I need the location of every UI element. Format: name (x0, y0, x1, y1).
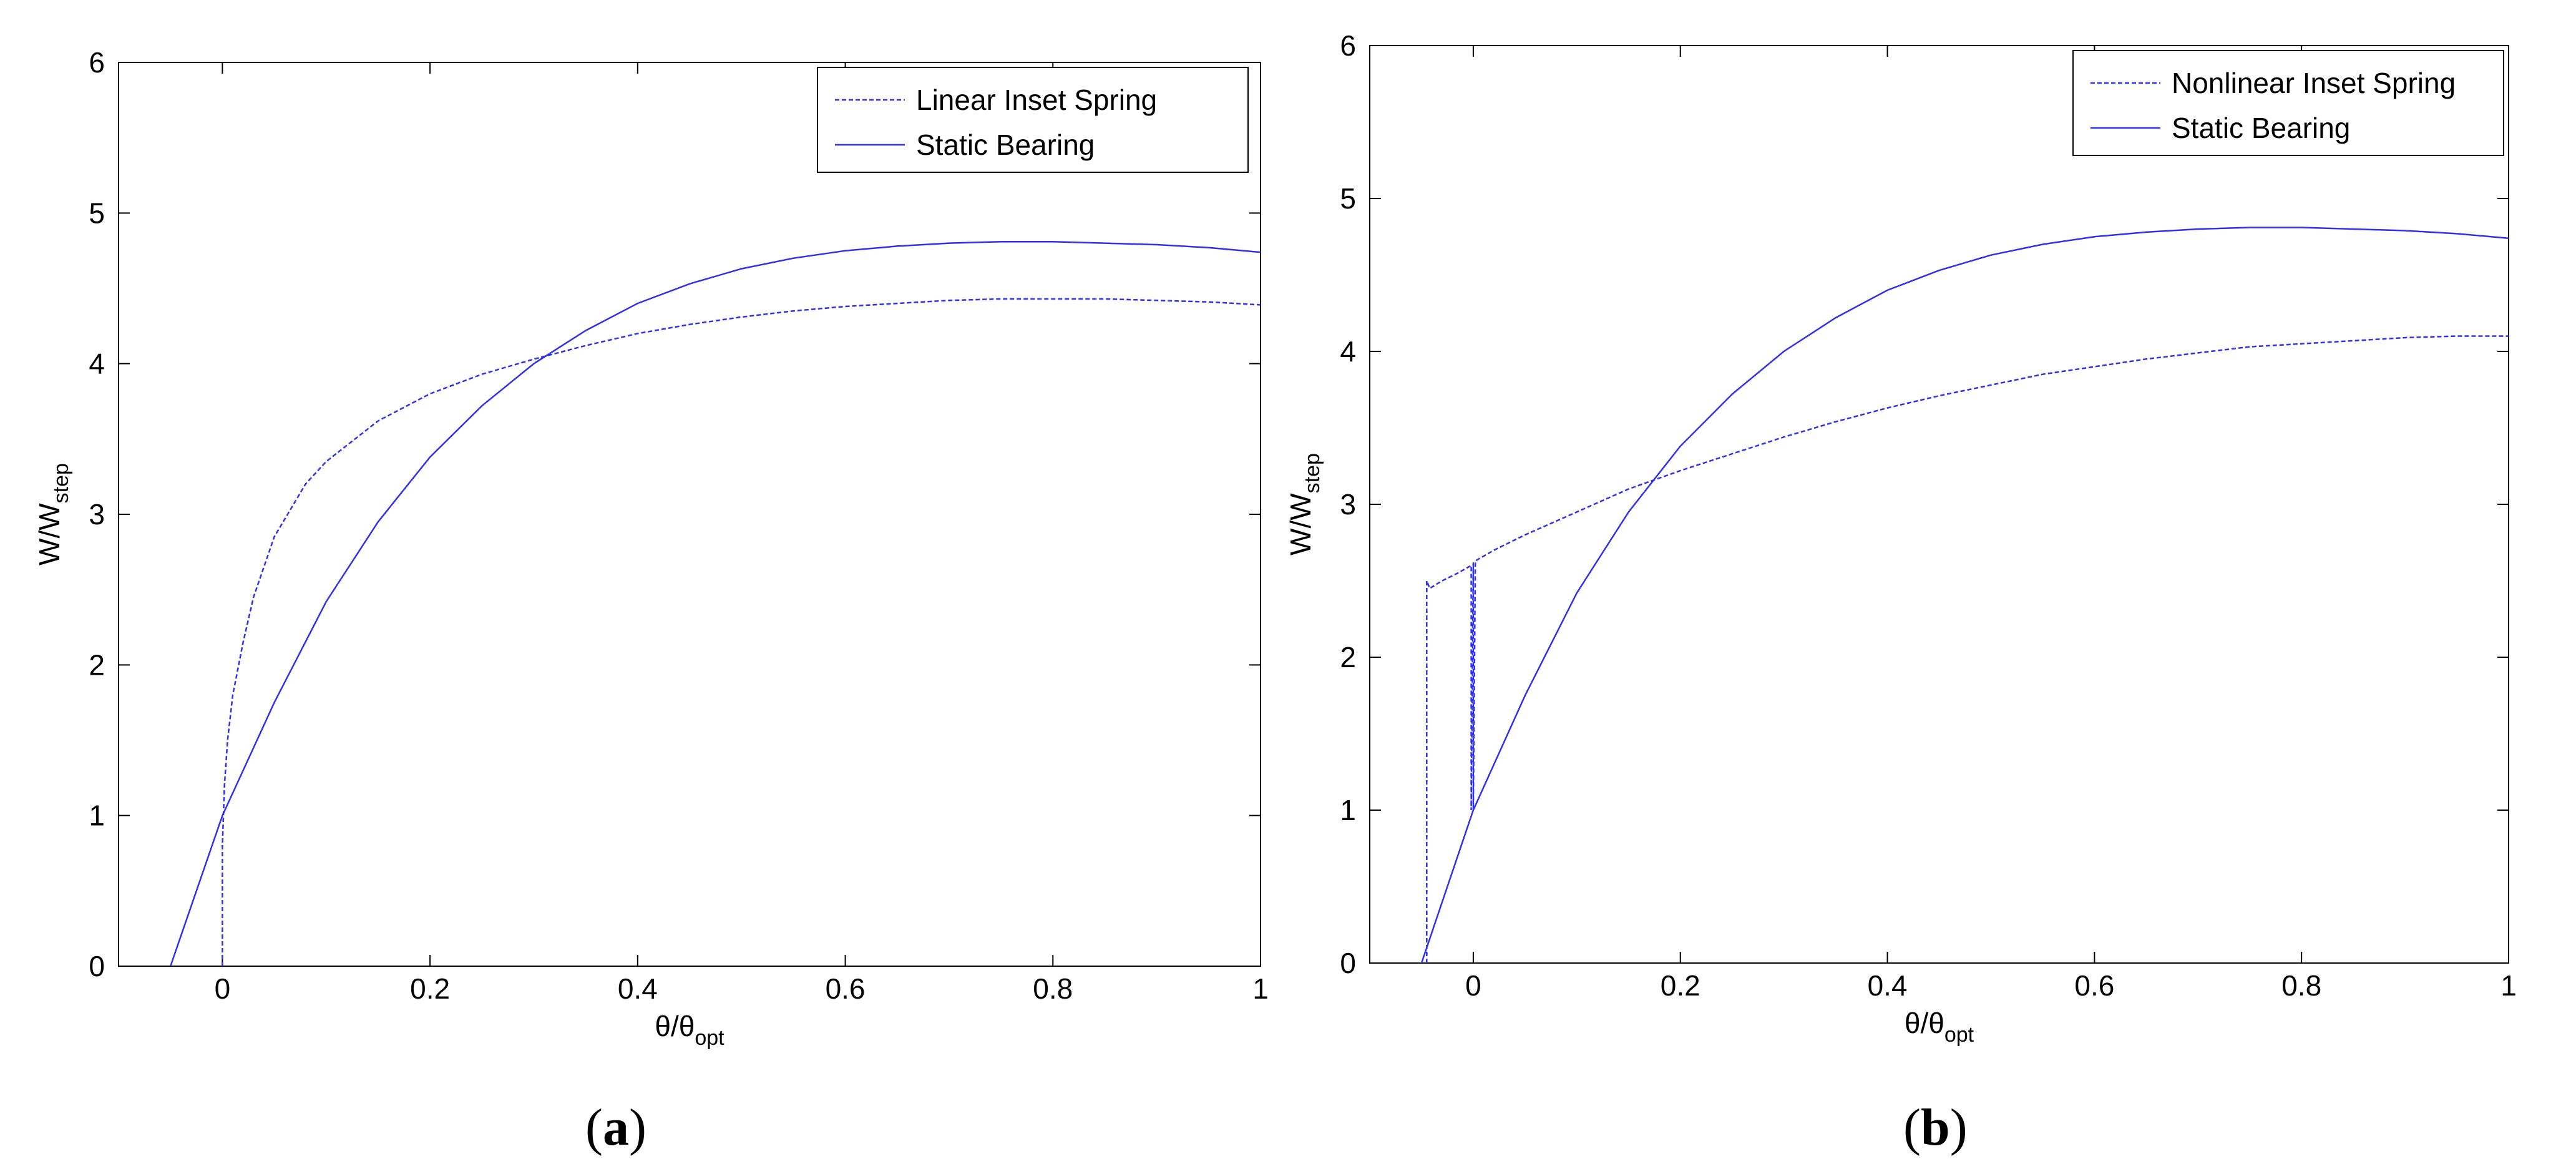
x-axis-label-subscript: opt (695, 1026, 724, 1050)
chart-a-svg: 0 0.2 0.4 0.6 0.8 1 0 1 2 3 4 5 6 θ/θopt W/Wstep Linear… (33, 46, 1269, 1050)
x-tick-label: 0.2 (410, 972, 450, 1005)
y-tick-label: 6 (1340, 29, 1356, 62)
x-tick-label: 1 (2500, 969, 2517, 1002)
y-tick-label: 5 (89, 197, 105, 229)
plot-area (118, 62, 1261, 967)
y-axis-label: W/Wstep (33, 463, 73, 565)
legend-entry: Nonlinear Inset Spring (2172, 67, 2456, 99)
y-tick-label: 1 (1340, 794, 1356, 826)
x-axis-label: θ/θopt (1905, 1007, 1974, 1047)
y-tick-label: 3 (89, 498, 105, 531)
chart-panel-a: 0 0.2 0.4 0.6 0.8 1 0 1 2 3 4 5 6 θ/θopt W/Wstep Linear… (0, 0, 1288, 1086)
x-tick-label: 0.8 (2281, 969, 2321, 1002)
x-tick-label: 0.6 (2074, 969, 2114, 1002)
y-tick-label: 0 (1340, 947, 1356, 979)
x-tick-label: 0.4 (1868, 969, 1908, 1002)
y-axis-label: W/Wstep (1284, 453, 1324, 555)
caption-a-letter: a (602, 1098, 629, 1157)
series-line-dashed (1426, 335, 2509, 963)
y-tick-label: 6 (89, 46, 105, 79)
x-axis-label-subscript: opt (1944, 1023, 1974, 1047)
x-tick-label: 1 (1252, 972, 1269, 1005)
y-tick-label: 3 (1340, 488, 1356, 521)
legend-entry: Static Bearing (2172, 112, 2350, 144)
y-tick-label: 2 (89, 648, 105, 681)
y-tick-label: 0 (89, 950, 105, 982)
plot-area (1369, 45, 2509, 964)
chart-panel-b: 0 0.2 0.4 0.6 0.8 1 0 1 2 3 4 5 6 θ/θopt W/Wstep Nonlin… (1284, 0, 2576, 1086)
y-tick-label: 2 (1340, 641, 1356, 673)
chart-b-svg: 0 0.2 0.4 0.6 0.8 1 0 1 2 3 4 5 6 θ/θopt W/Wstep Nonlin… (1284, 29, 2517, 1047)
x-tick-label: 0 (215, 972, 231, 1005)
y-tick-label: 4 (89, 348, 105, 380)
x-tick-label: 0.4 (618, 972, 658, 1005)
series-line-dashed (222, 298, 1261, 966)
series-line-solid (170, 240, 1261, 966)
legend-box (2072, 50, 2504, 156)
caption-b-letter: b (1920, 1098, 1950, 1157)
x-tick-label: 0.8 (1033, 972, 1073, 1005)
caption-b: (b) (1903, 1098, 1968, 1157)
x-tick-label: 0 (1465, 969, 1481, 1002)
x-tick-label: 0.2 (1661, 969, 1700, 1002)
y-tick-label: 5 (1340, 182, 1356, 215)
legend-box (817, 67, 1249, 173)
legend-entry: Linear Inset Spring (916, 84, 1157, 116)
legend-entry: Static Bearing (916, 129, 1095, 161)
x-tick-label: 0.6 (826, 972, 866, 1005)
series-line-solid (1420, 227, 2509, 963)
y-axis-label-subscript: step (49, 463, 73, 503)
x-axis-label: θ/θopt (655, 1010, 724, 1050)
y-tick-label: 1 (89, 800, 105, 832)
y-tick-label: 4 (1340, 335, 1356, 368)
y-axis-label-subscript: step (1300, 453, 1324, 493)
caption-a: (a) (585, 1098, 646, 1157)
